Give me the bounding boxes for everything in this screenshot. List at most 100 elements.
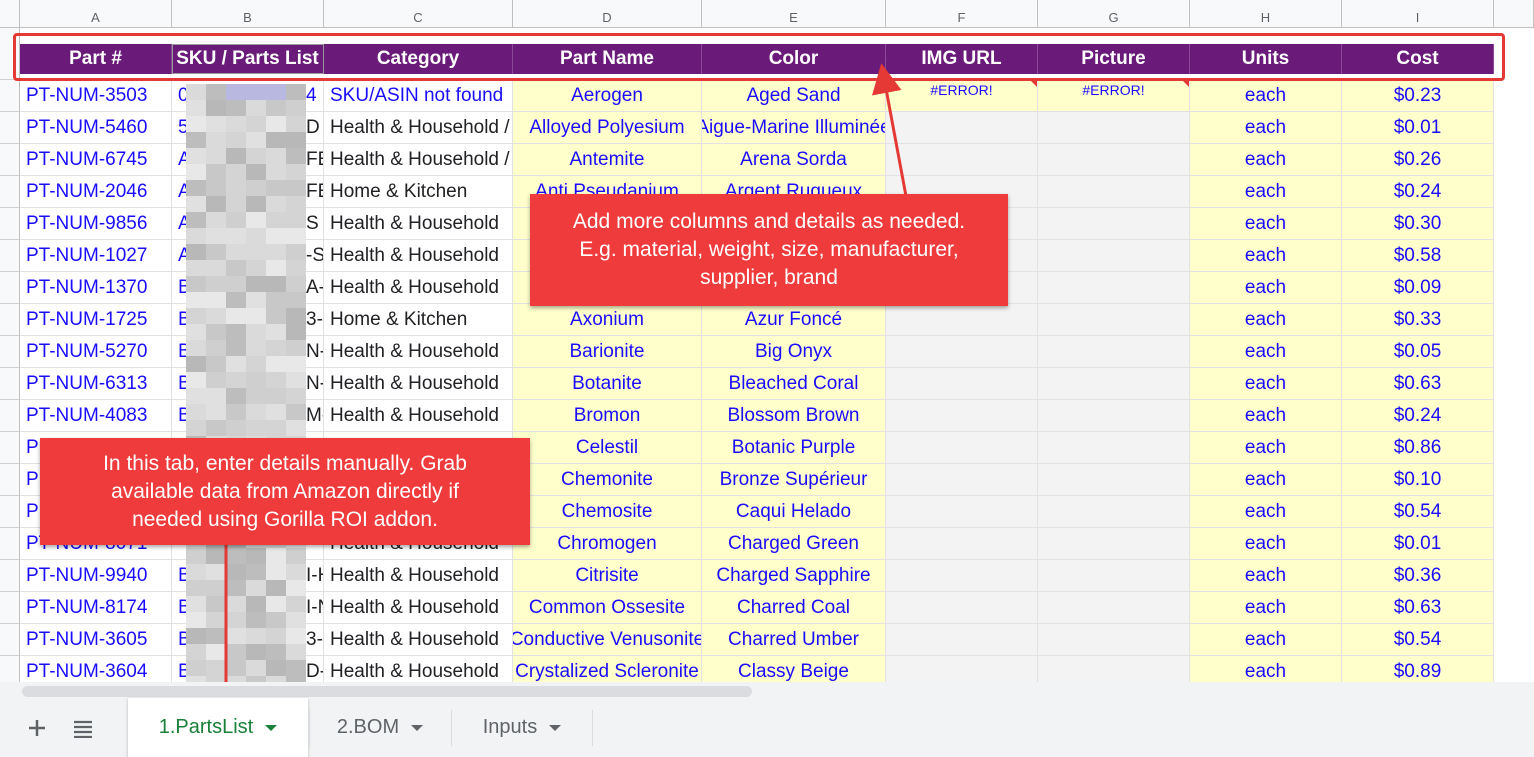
column-header-e[interactable]: E [702, 0, 886, 28]
table-cell[interactable] [1038, 592, 1190, 624]
table-cell[interactable]: Chemonite [513, 464, 702, 496]
row-header[interactable] [0, 496, 20, 528]
table-cell[interactable]: Alloyed Polyesium [513, 112, 702, 144]
table-cell[interactable]: Botanic Purple [702, 432, 886, 464]
table-cell[interactable]: each [1190, 80, 1342, 112]
row-header[interactable] [0, 624, 20, 656]
table-cell[interactable] [1038, 624, 1190, 656]
table-cell[interactable]: Axonium [513, 304, 702, 336]
table-cell[interactable]: Bronze Supérieur [702, 464, 886, 496]
table-cell[interactable] [886, 144, 1038, 176]
table-cell[interactable]: Bromon [513, 400, 702, 432]
table-cell[interactable]: $0.24 [1342, 400, 1494, 432]
table-cell[interactable] [886, 496, 1038, 528]
table-cell[interactable]: each [1190, 656, 1342, 682]
header-cell[interactable]: Color [702, 44, 886, 74]
column-header-c[interactable]: C [324, 0, 513, 28]
table-cell[interactable]: Health & Household / [324, 112, 513, 144]
table-cell[interactable]: PT-NUM-5270 [20, 336, 172, 368]
table-cell[interactable]: Bleached Coral [702, 368, 886, 400]
table-cell[interactable]: Arena Sorda [702, 144, 886, 176]
table-cell[interactable]: $0.01 [1342, 528, 1494, 560]
table-cell[interactable]: each [1190, 560, 1342, 592]
table-cell[interactable]: Azur Foncé [702, 304, 886, 336]
table-cell[interactable]: Health & Household [324, 240, 513, 272]
table-cell[interactable] [1038, 112, 1190, 144]
header-cell[interactable]: IMG URL [886, 44, 1038, 74]
table-cell[interactable]: Health & Household [324, 560, 513, 592]
header-cell[interactable]: Units [1190, 44, 1342, 74]
table-cell[interactable]: PT-NUM-6313 [20, 368, 172, 400]
table-cell[interactable] [1038, 144, 1190, 176]
table-cell[interactable]: $0.10 [1342, 464, 1494, 496]
chevron-down-icon[interactable] [411, 724, 424, 731]
row-header[interactable] [0, 464, 20, 496]
table-cell[interactable]: Health & Household [324, 368, 513, 400]
table-cell[interactable] [1038, 560, 1190, 592]
table-cell[interactable]: Caqui Helado [702, 496, 886, 528]
table-cell[interactable]: Charged Sapphire [702, 560, 886, 592]
table-cell[interactable]: Health & Household [324, 336, 513, 368]
row-header[interactable] [0, 368, 20, 400]
table-cell[interactable]: PT-NUM-5460 [20, 112, 172, 144]
table-cell[interactable] [1038, 496, 1190, 528]
row-header[interactable] [0, 432, 20, 464]
select-all-corner[interactable] [0, 0, 20, 28]
table-cell[interactable]: each [1190, 144, 1342, 176]
table-cell[interactable] [1038, 208, 1190, 240]
table-cell[interactable]: PT-NUM-9856 [20, 208, 172, 240]
table-cell[interactable]: $0.36 [1342, 560, 1494, 592]
column-header-f[interactable]: F [886, 0, 1038, 28]
table-cell[interactable]: $0.58 [1342, 240, 1494, 272]
table-cell[interactable]: Charred Coal [702, 592, 886, 624]
table-cell[interactable]: each [1190, 176, 1342, 208]
table-cell[interactable]: PT-NUM-3605 [20, 624, 172, 656]
table-cell[interactable]: each [1190, 112, 1342, 144]
table-cell[interactable] [886, 336, 1038, 368]
table-cell[interactable]: $0.33 [1342, 304, 1494, 336]
table-cell[interactable]: each [1190, 208, 1342, 240]
table-cell[interactable]: PT-NUM-9940 [20, 560, 172, 592]
table-cell[interactable]: Health & Household [324, 272, 513, 304]
table-cell[interactable]: PT-NUM-4083 [20, 400, 172, 432]
tab-2bom[interactable]: 2.BOM [310, 698, 450, 757]
column-header-g[interactable]: G [1038, 0, 1190, 28]
header-cell[interactable]: Picture [1038, 44, 1190, 74]
header-cell[interactable]: Cost [1342, 44, 1494, 74]
table-cell[interactable]: Barionite [513, 336, 702, 368]
table-cell[interactable]: Aerogen [513, 80, 702, 112]
row-header[interactable] [0, 28, 20, 80]
row-header[interactable] [0, 80, 20, 112]
table-cell[interactable] [886, 656, 1038, 682]
table-cell[interactable] [886, 400, 1038, 432]
row-header[interactable] [0, 560, 20, 592]
table-cell[interactable]: PT-NUM-8174 [20, 592, 172, 624]
header-cell[interactable]: SKU / Parts List [172, 44, 324, 74]
table-cell[interactable]: $0.30 [1342, 208, 1494, 240]
table-cell[interactable]: each [1190, 464, 1342, 496]
table-cell[interactable]: PT-NUM-2046 [20, 176, 172, 208]
column-header-i[interactable]: I [1342, 0, 1494, 28]
table-cell[interactable] [1038, 336, 1190, 368]
row-header[interactable] [0, 240, 20, 272]
table-cell[interactable] [886, 560, 1038, 592]
all-sheets-menu-icon[interactable] [68, 710, 98, 746]
table-cell[interactable] [886, 592, 1038, 624]
table-cell[interactable]: $0.05 [1342, 336, 1494, 368]
table-cell[interactable]: Home & Kitchen [324, 304, 513, 336]
table-cell[interactable]: Antemite [513, 144, 702, 176]
table-cell[interactable]: #ERROR! [1038, 80, 1190, 112]
table-cell[interactable]: Big Onyx [702, 336, 886, 368]
table-cell[interactable] [1038, 240, 1190, 272]
row-header[interactable] [0, 272, 20, 304]
table-cell[interactable]: Chromogen [513, 528, 702, 560]
row-header[interactable] [0, 112, 20, 144]
column-header-d[interactable]: D [513, 0, 702, 28]
row-header[interactable] [0, 336, 20, 368]
table-cell[interactable]: Home & Kitchen [324, 176, 513, 208]
header-cell[interactable]: Part # [20, 44, 172, 74]
table-cell[interactable]: #ERROR! [886, 80, 1038, 112]
table-cell[interactable]: $0.63 [1342, 592, 1494, 624]
table-cell[interactable]: $0.54 [1342, 496, 1494, 528]
table-cell[interactable]: Health & Household [324, 624, 513, 656]
